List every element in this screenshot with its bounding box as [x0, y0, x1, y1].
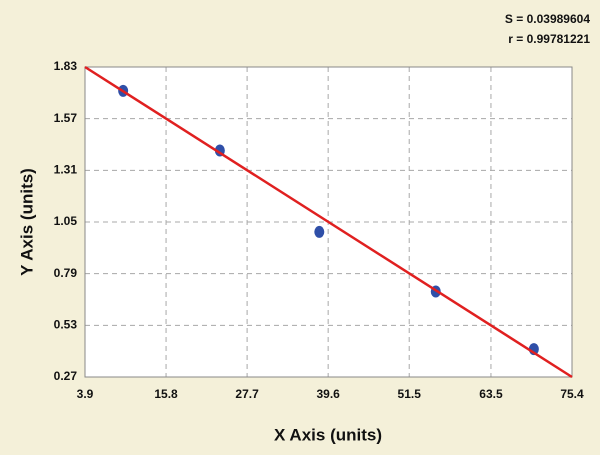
y-tick-label: 0.27	[54, 369, 78, 383]
fit-line	[84, 65, 573, 379]
x-tick-label: 39.6	[316, 387, 340, 401]
x-tick-label: 27.7	[235, 387, 259, 401]
x-tick-label: 63.5	[479, 387, 503, 401]
x-axis-label: X Axis (units)	[274, 425, 382, 444]
y-axis-label: Y Axis (units)	[17, 168, 36, 276]
y-tick-label: 1.83	[54, 59, 78, 73]
y-tick-label: 1.05	[54, 214, 78, 228]
annotation: S = 0.03989604	[505, 12, 590, 26]
x-tick-label: 15.8	[154, 387, 178, 401]
y-tick-label: 1.31	[54, 163, 78, 177]
x-tick-label: 3.9	[77, 387, 94, 401]
point	[314, 225, 325, 238]
y-tick-label: 0.79	[54, 266, 78, 280]
y-tick-label: 0.53	[54, 318, 78, 332]
x-tick-label: 75.4	[560, 387, 584, 401]
annotation: r = 0.99781221	[508, 32, 590, 46]
plot-border	[84, 66, 573, 378]
x-tick-label: 51.5	[398, 387, 422, 401]
y-tick-label: 1.57	[54, 111, 78, 125]
